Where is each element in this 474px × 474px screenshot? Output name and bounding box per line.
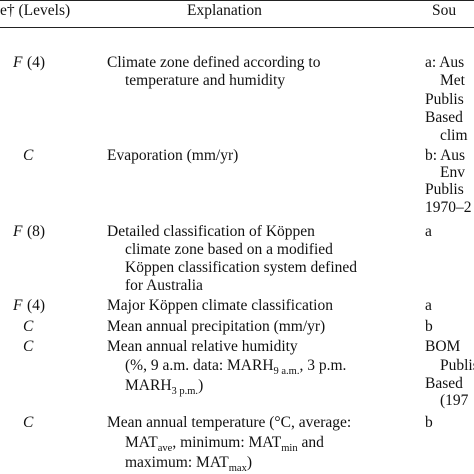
source-line: a: Aus <box>425 54 465 71</box>
explanation-line: Köppen classification system defined <box>125 259 357 277</box>
source-line: Publis <box>425 181 464 198</box>
text: Major Köppen climate classification <box>107 297 333 314</box>
type-symbol: F <box>13 297 23 314</box>
explanation-line: Detailed classification of Köppen <box>107 223 315 241</box>
text: Mean annual relative humidity <box>107 338 298 355</box>
source-line: b: Aus <box>425 147 466 164</box>
type-symbol: C <box>23 414 34 431</box>
header-explanation: Explanation <box>187 2 262 19</box>
top-rule <box>0 0 474 2</box>
source-line: Based <box>425 375 463 392</box>
source-line: (197 <box>440 392 469 409</box>
text: climate zone based on a modified <box>125 241 333 258</box>
source-line: BOM <box>425 338 461 355</box>
explanation-line: Evaporation (mm/yr) <box>107 147 238 165</box>
explanation-line: Mean annual temperature (°C, average: <box>107 414 351 432</box>
type-symbol: C <box>23 338 34 355</box>
type-levels: (8) <box>27 223 46 240</box>
text: MAT <box>125 434 158 451</box>
explanation-line: MARH3 p.m.) <box>125 377 204 397</box>
explanation-line: Mean annual precipitation (mm/yr) <box>107 318 325 336</box>
source-line: clim <box>440 127 468 144</box>
text: Mean annual precipitation (mm/yr) <box>107 318 326 335</box>
explanation-line: (%, 9 a.m. data: MARH9 a.m., 3 p.m. <box>125 357 347 377</box>
text: Mean annual temperature (°C, average: <box>107 414 352 431</box>
source-line: Met <box>440 72 465 89</box>
text: and <box>297 434 324 451</box>
text: maximum: MAT <box>125 454 229 471</box>
text: for Australia <box>125 277 203 294</box>
text: (%, 9 a.m. data: MARH <box>125 357 274 374</box>
text: ) <box>246 454 253 471</box>
type-levels: (4) <box>27 54 46 71</box>
type-symbol: F <box>13 223 23 240</box>
source-line: Based <box>425 109 463 126</box>
source-line: Publis <box>425 91 464 108</box>
source-line: Publis <box>440 357 474 374</box>
text: , minimum: MAT <box>172 434 282 451</box>
text: temperature and humidity <box>125 72 286 89</box>
subscript: 3 p.m. <box>171 386 199 397</box>
text: Köppen classification system defined <box>125 259 358 276</box>
text: Climate zone defined according to <box>107 54 321 71</box>
subscript: 9 a.m. <box>273 366 300 377</box>
type-symbol: F <box>13 54 23 71</box>
explanation-line: Climate zone defined according to <box>107 54 320 72</box>
source-line: a <box>425 223 432 240</box>
source-line: a <box>425 297 432 314</box>
text: , 3 p.m. <box>299 357 347 374</box>
header-type: e† (Levels) <box>0 2 71 19</box>
source-line: b <box>425 414 433 431</box>
type-levels: (4) <box>27 297 46 314</box>
text: Detailed classification of Köppen <box>107 223 315 240</box>
source-line: 1970–2 <box>425 199 472 216</box>
type-symbol: C <box>23 147 34 164</box>
explanation-line: temperature and humidity <box>125 72 285 90</box>
source-line: Env <box>440 164 465 181</box>
explanation-line: maximum: MATmax) <box>125 454 253 474</box>
explanation-line: for Australia <box>125 277 203 295</box>
explanation-line: climate zone based on a modified <box>125 241 333 259</box>
header-rule <box>0 27 474 29</box>
explanation-line: Major Köppen climate classification <box>107 297 333 315</box>
subscript: max <box>228 463 247 474</box>
text: Evaporation (mm/yr) <box>107 147 239 164</box>
source-line: b <box>425 318 433 335</box>
subscript: min <box>281 443 298 454</box>
header-source: Sou <box>432 2 457 19</box>
text: MARH <box>125 377 172 394</box>
subscript: ave <box>157 443 173 454</box>
text: ) <box>198 377 204 394</box>
explanation-line: MATave, minimum: MATmin and <box>125 434 324 454</box>
type-symbol: C <box>23 318 34 335</box>
explanation-line: Mean annual relative humidity <box>107 338 298 356</box>
